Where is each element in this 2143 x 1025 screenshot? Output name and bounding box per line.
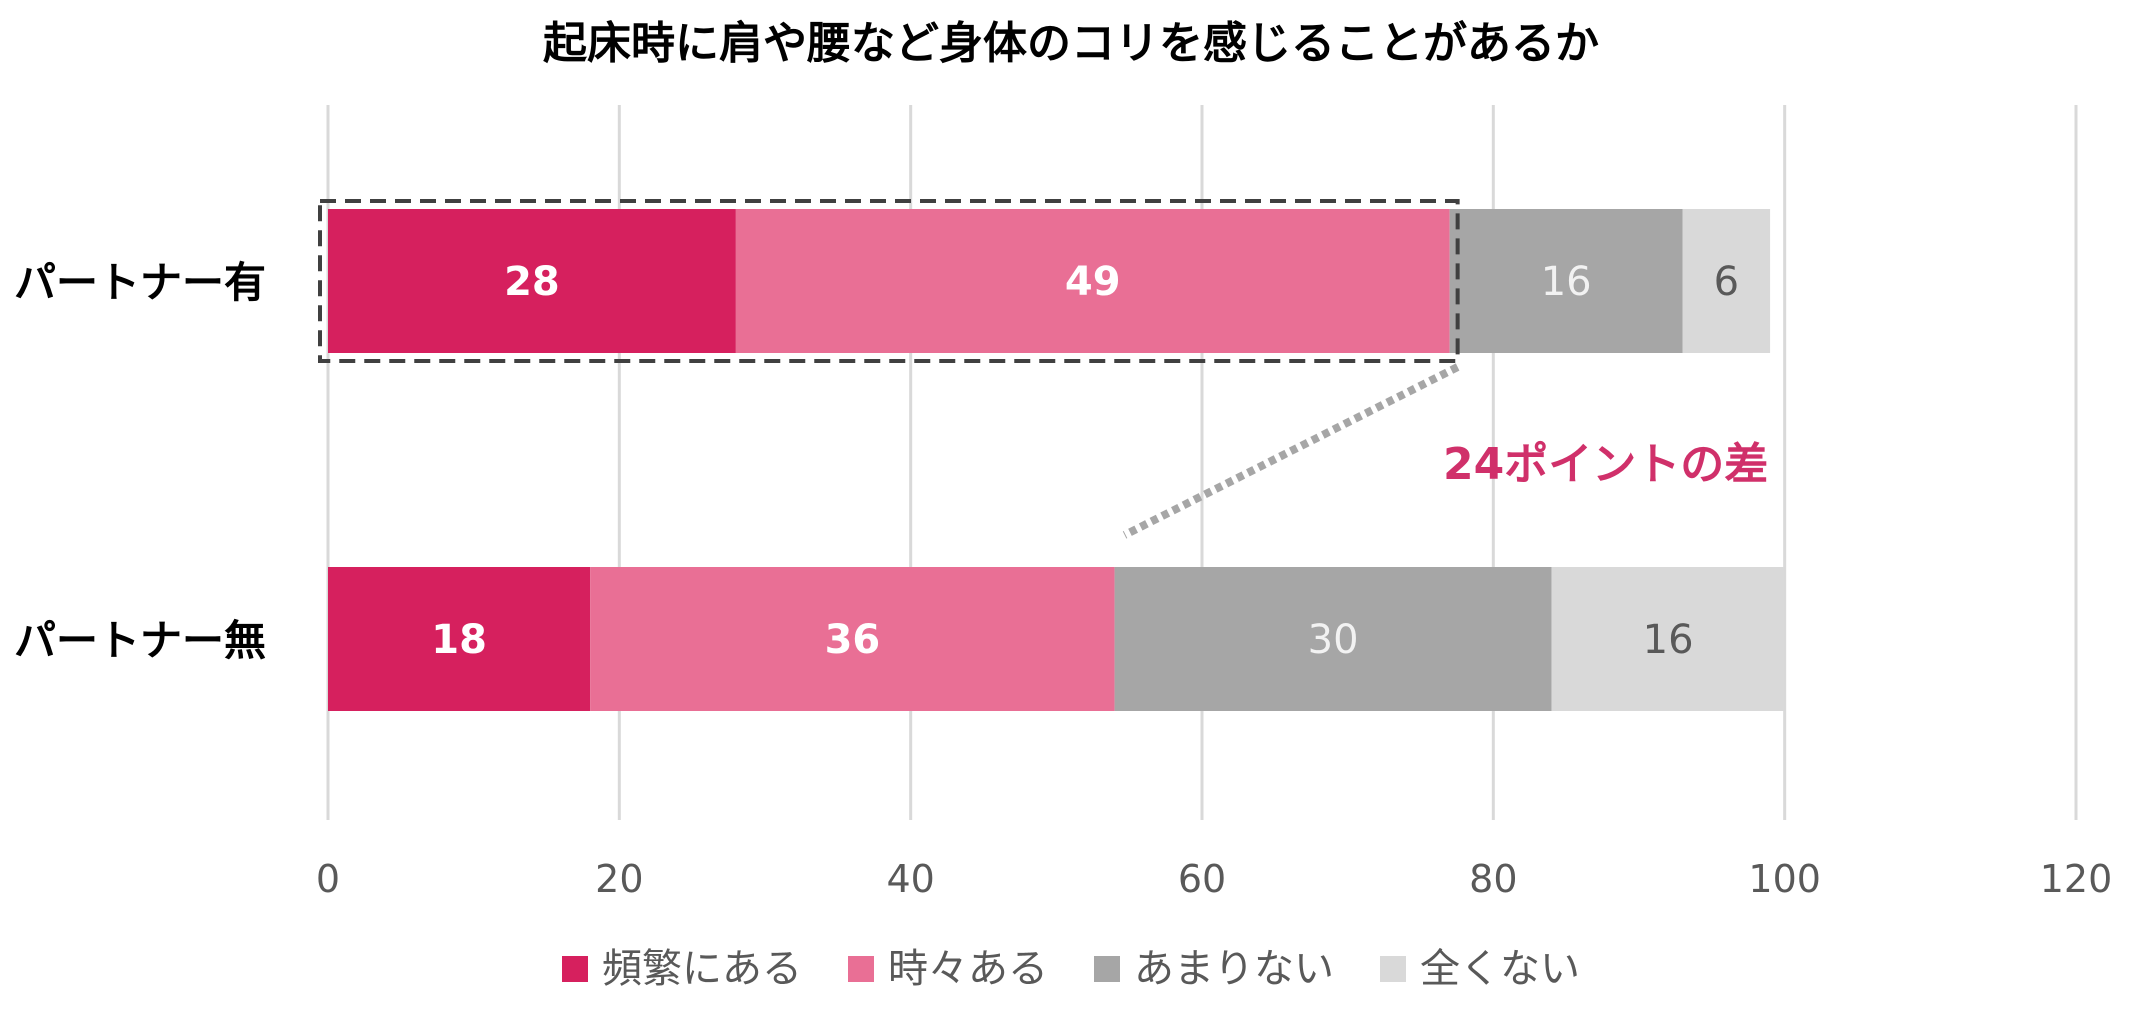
highlight-box [318, 199, 1460, 363]
category-label: パートナー有 [14, 258, 266, 307]
legend-label: 頻繁にある [602, 946, 802, 992]
data-label: 6 [1714, 259, 1739, 305]
x-tick-label: 20 [595, 857, 643, 901]
legend-swatch [1094, 956, 1120, 982]
legend: 頻繁にある 時々ある あまりない 全くない [562, 946, 1580, 992]
chart-title: 起床時に肩や腰など身体のコリを感じることがあるか [543, 18, 1599, 69]
x-axis-ticks: 0 20 40 60 80 100 120 [316, 857, 2112, 901]
category-label: パートナー無 [14, 616, 266, 665]
x-tick-label: 60 [1178, 857, 1226, 901]
bar-segment [328, 567, 591, 711]
x-tick-label: 0 [316, 857, 340, 901]
data-label: 16 [1541, 259, 1592, 305]
legend-swatch [562, 956, 588, 982]
bar-segment [1551, 567, 1785, 711]
legend-swatch [1380, 956, 1406, 982]
bar-segment [1114, 567, 1552, 711]
legend-item: 全くない [1380, 946, 1580, 992]
legend-item: 頻繁にある [562, 946, 802, 992]
legend-item: 時々ある [848, 946, 1048, 992]
data-label: 28 [504, 259, 560, 305]
data-labels: 28 49 16 6 18 36 30 16 [431, 259, 1739, 663]
legend-item: あまりない [1094, 946, 1334, 992]
annotation-text: 24ポイントの差 [1443, 439, 1768, 490]
bar-segment [1449, 209, 1683, 353]
bar-segment [1682, 209, 1771, 353]
bar-segment [735, 209, 1450, 353]
x-tick-label: 100 [1748, 857, 1821, 901]
data-label: 18 [431, 617, 487, 663]
data-label: 49 [1065, 259, 1121, 305]
bars [328, 209, 1785, 711]
connector-line [1122, 363, 1460, 539]
bar-segment [328, 209, 736, 353]
annotation: 24ポイントの差 [318, 199, 1768, 539]
data-label: 16 [1643, 617, 1694, 663]
data-label: 36 [825, 617, 881, 663]
bar-segment [590, 567, 1115, 711]
legend-label: 時々ある [888, 946, 1048, 992]
legend-swatch [848, 956, 874, 982]
data-label: 30 [1308, 617, 1359, 663]
x-tick-label: 120 [2040, 857, 2113, 901]
x-tick-label: 40 [886, 857, 934, 901]
x-tick-label: 80 [1469, 857, 1517, 901]
legend-label: あまりない [1134, 946, 1334, 992]
legend-label: 全くない [1420, 946, 1580, 992]
